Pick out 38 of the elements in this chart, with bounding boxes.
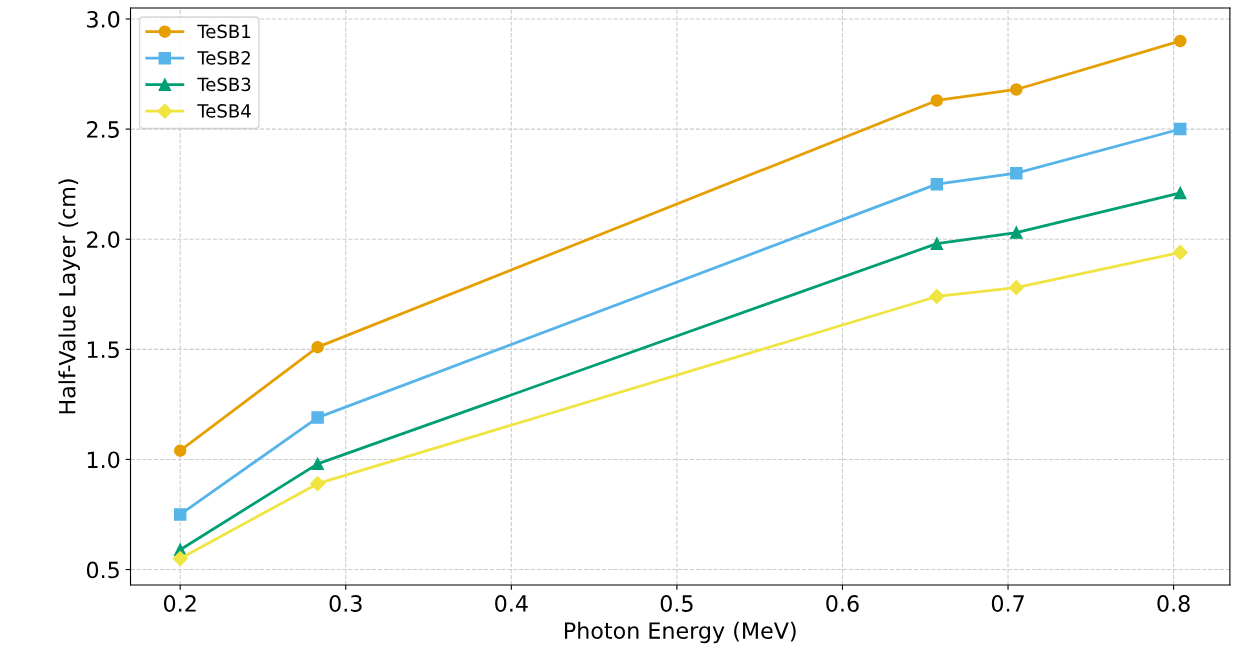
point xyxy=(1010,83,1023,96)
point xyxy=(1173,34,1187,48)
point xyxy=(1173,186,1187,200)
point xyxy=(172,550,188,567)
point xyxy=(1008,280,1024,296)
point xyxy=(310,476,326,492)
legend-label: TeSB2 xyxy=(197,51,250,65)
x-tick-label: 0.5 xyxy=(660,595,693,612)
y-tick-label: 0.5 xyxy=(86,561,119,579)
point xyxy=(1172,244,1188,261)
point xyxy=(1173,122,1187,136)
point xyxy=(311,340,324,354)
legend-label: TeSB1 xyxy=(197,24,251,39)
legend-label: TeSB3 xyxy=(197,77,251,92)
point xyxy=(311,457,324,471)
point xyxy=(929,288,945,305)
x-tick-label: 0.4 xyxy=(495,595,528,612)
legend-label: TeSB4 xyxy=(197,104,251,118)
point xyxy=(311,411,324,424)
point xyxy=(173,508,187,521)
x-tick-label: 0.3 xyxy=(329,595,362,612)
point xyxy=(173,444,187,457)
y-tick-label: 3.0 xyxy=(87,10,120,28)
y-tick-label: 1.0 xyxy=(87,451,120,469)
point xyxy=(1010,226,1023,239)
x-tick-label: 0.8 xyxy=(1157,595,1190,612)
y-tick-label: 1.5 xyxy=(87,341,119,359)
y-axis-title: Half-Value Layer (cm) xyxy=(58,179,80,414)
x-tick-label: 0.6 xyxy=(826,595,859,612)
x-tick-label: 0.2 xyxy=(163,595,196,612)
x-axis-title: Photon Energy (MeV) xyxy=(564,621,796,644)
y-tick-label: 2.5 xyxy=(87,121,119,138)
y-tick-label: 2.0 xyxy=(87,231,120,248)
point xyxy=(1010,166,1023,180)
point xyxy=(930,237,944,250)
x-tick-label: 0.7 xyxy=(991,595,1024,612)
point xyxy=(930,177,944,191)
point xyxy=(930,94,944,107)
